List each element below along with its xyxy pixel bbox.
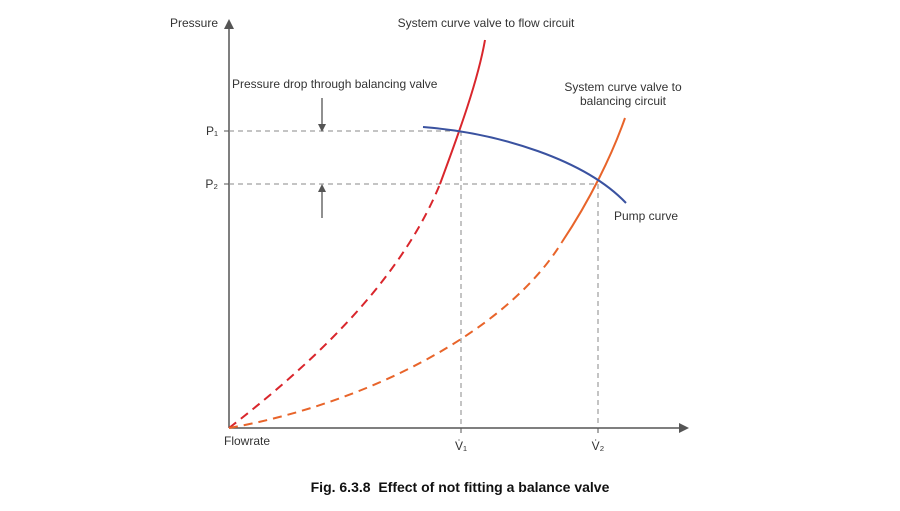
balancing-curve-dashed [228,241,563,429]
label: System curve valve to [564,80,682,94]
y-axis-label: Pressure [170,16,218,30]
label: Pump curve [614,209,678,223]
tick-label: V̇₁ [455,439,467,453]
pump-curve [422,126,627,204]
flow-curve [439,39,486,185]
flow-curve-dashed [228,183,441,429]
guides [229,130,599,428]
tick-label: P₁ [206,124,218,138]
x-axis-label: Flowrate [224,434,270,448]
balancing-curve [561,117,626,243]
ticks [224,130,599,433]
caption: Fig. 6.3.8 Effect of not fitting a balan… [311,479,610,495]
tick-label: P₂ [205,177,218,191]
label: Pressure drop through balancing valve [232,77,438,91]
label: System curve valve to flow circuit [398,16,575,30]
tick-label: V̇₂ [592,439,605,453]
label: balancing circuit [580,94,667,108]
